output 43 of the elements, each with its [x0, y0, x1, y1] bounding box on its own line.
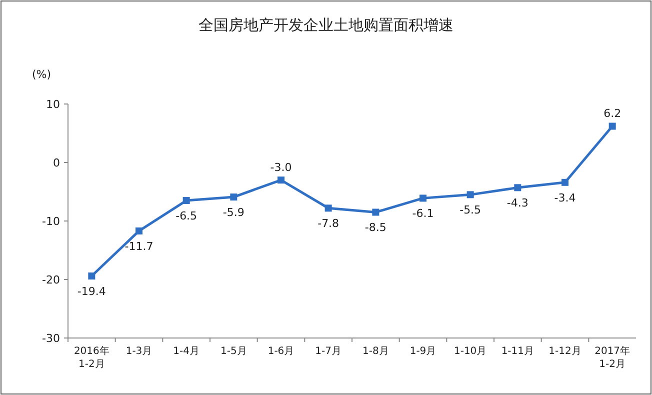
y-tick-label: -10 — [42, 215, 60, 228]
y-tick-label: 0 — [53, 156, 60, 170]
x-tick-label: 1-8月 — [362, 346, 389, 357]
point — [88, 272, 96, 280]
point — [324, 204, 332, 212]
y-tick-label: -20 — [42, 274, 60, 286]
data-label: -7.8 — [318, 217, 340, 230]
y-tick-label: 10 — [46, 98, 60, 111]
x-tick-label: 1-12月 — [548, 346, 582, 357]
data-label: -5.9 — [222, 206, 244, 220]
point — [136, 227, 142, 234]
point — [182, 197, 190, 204]
point — [278, 176, 284, 184]
x-tick-label: 1-7月 — [315, 346, 342, 357]
x-tick-label: 1-11月 — [501, 346, 534, 357]
data-label: 6.2 — [604, 107, 622, 120]
x-tick-label: 1-10月 — [454, 346, 487, 357]
data-label: -11.7 — [124, 240, 154, 253]
point — [420, 194, 426, 202]
data-label: -4.3 — [506, 196, 528, 210]
point — [230, 194, 238, 201]
point — [514, 184, 522, 192]
data-label: -5.5 — [460, 204, 482, 217]
data-label: -19.4 — [77, 284, 106, 298]
data-label: -6.5 — [176, 210, 198, 223]
data-label: -8.5 — [364, 221, 386, 234]
x-tick-label: 1-3月 — [126, 346, 152, 357]
point — [562, 178, 568, 186]
y-axis-title: (%) — [32, 68, 52, 81]
x-tick-label: 1-9月 — [410, 346, 436, 357]
x-tick-label: 1-4月 — [173, 346, 200, 357]
data-label: -3.0 — [270, 161, 292, 174]
x-tick-label: 2016年 1-2月 — [74, 345, 110, 370]
x-tick-label: 2017年 1-2月 — [594, 345, 630, 370]
chart-title: 全国房地产开发企业土地购置面积增速 — [198, 16, 454, 34]
x-tick-label: 1-6月 — [268, 346, 294, 357]
x-tick-label: 1-5月 — [220, 346, 247, 357]
point — [608, 122, 616, 130]
y-tick-label: -30 — [42, 332, 60, 345]
data-label: -6.1 — [412, 207, 434, 220]
point — [466, 191, 474, 198]
data-label: -3.4 — [554, 191, 576, 204]
point — [372, 208, 380, 216]
